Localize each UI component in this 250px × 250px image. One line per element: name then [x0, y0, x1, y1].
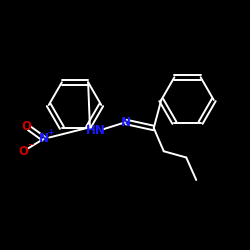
Text: −: − [28, 140, 34, 149]
Text: O: O [21, 120, 31, 133]
Text: HN: HN [86, 124, 106, 137]
Text: +: + [48, 128, 54, 137]
Text: N: N [39, 132, 49, 145]
Text: O: O [19, 145, 29, 158]
Text: N: N [121, 116, 131, 128]
